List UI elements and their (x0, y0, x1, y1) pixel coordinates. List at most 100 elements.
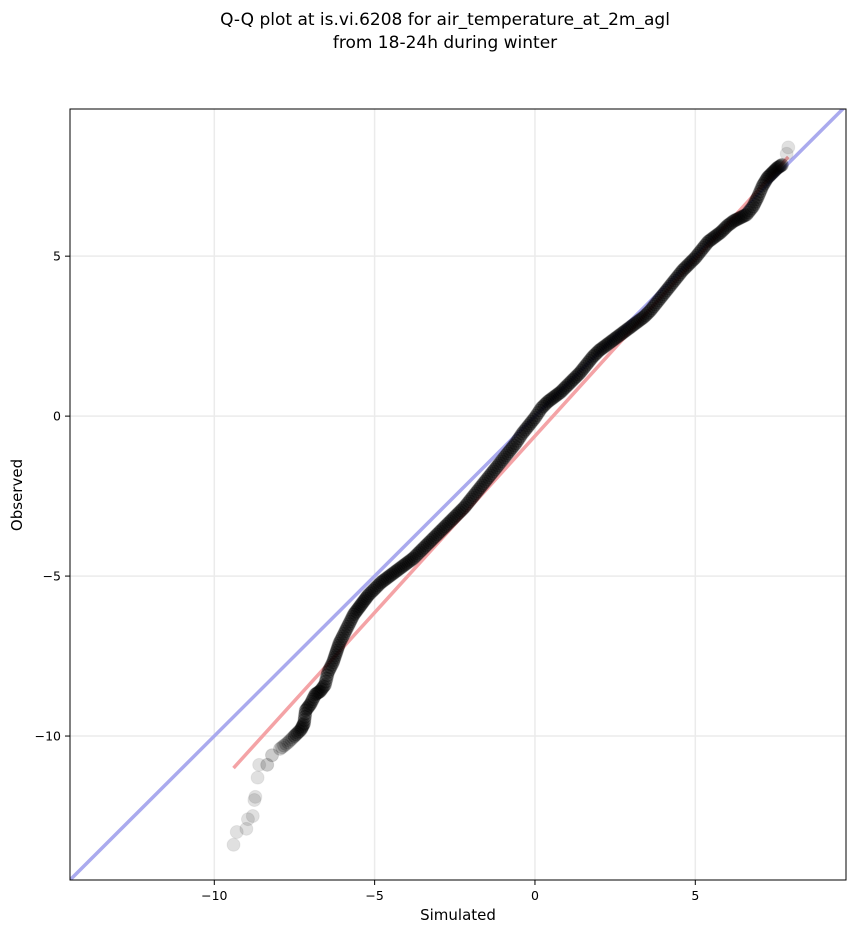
data-point (585, 349, 600, 364)
data-point (412, 545, 427, 560)
data-point (481, 470, 496, 485)
data-point (340, 619, 355, 634)
data-point (351, 601, 366, 616)
data-point (596, 339, 611, 354)
data-point (346, 607, 361, 622)
data-point (290, 725, 305, 740)
data-point (471, 482, 486, 497)
data-point (771, 160, 786, 175)
data-point (339, 621, 354, 636)
x-axis: −10 −5 0 5 (201, 880, 699, 903)
data-point (677, 261, 692, 276)
data-point (335, 629, 350, 644)
data-point (396, 558, 411, 573)
data-point (717, 221, 732, 236)
data-point (702, 233, 717, 248)
data-point (451, 506, 465, 521)
data-point (294, 721, 309, 736)
data-point (341, 617, 356, 632)
data-point (701, 234, 716, 249)
data-point (247, 793, 262, 808)
data-point (478, 474, 493, 489)
data-point (344, 612, 359, 627)
data-point (398, 557, 413, 572)
data-point (436, 521, 451, 536)
data-point (764, 167, 779, 182)
data-point (338, 624, 353, 639)
data-point (285, 730, 300, 745)
data-point (513, 429, 528, 444)
data-point (601, 336, 616, 351)
data-point (226, 837, 241, 852)
data-point (402, 553, 417, 568)
x-tick-label: −10 (201, 888, 227, 903)
data-point (369, 580, 384, 595)
data-point (587, 348, 602, 363)
data-point (319, 671, 334, 686)
data-point (297, 716, 312, 731)
data-point (299, 701, 314, 716)
data-point (455, 501, 470, 516)
data-point (476, 476, 491, 491)
data-point (734, 209, 749, 224)
data-point (721, 217, 736, 232)
data-point (316, 679, 331, 694)
grid (70, 109, 846, 880)
data-point (779, 146, 794, 161)
data-point (756, 176, 771, 191)
data-point (404, 552, 419, 567)
data-point (449, 508, 464, 523)
data-point (360, 589, 375, 604)
data-point (391, 562, 406, 577)
data-point (752, 187, 767, 202)
data-point (433, 524, 448, 539)
data-point (315, 681, 330, 696)
data-point (614, 326, 629, 341)
data-point (766, 164, 781, 179)
data-point (654, 289, 669, 304)
data-point (758, 174, 773, 189)
data-point (499, 448, 514, 463)
data-point (467, 488, 482, 503)
data-point (311, 685, 326, 700)
data-point (718, 220, 733, 235)
data-point (426, 530, 441, 545)
data-point (590, 345, 605, 360)
data-point (531, 405, 546, 420)
data-point (712, 226, 727, 241)
data-point (625, 318, 640, 333)
data-point (543, 392, 558, 407)
data-point (418, 538, 433, 553)
data-point (588, 346, 603, 361)
data-point (548, 388, 563, 403)
data-point (320, 668, 335, 683)
data-point (393, 561, 408, 576)
data-point (358, 591, 373, 606)
data-point (367, 581, 382, 596)
data-point (521, 418, 536, 433)
data-point (755, 178, 770, 193)
data-point (593, 342, 608, 357)
data-point (627, 317, 642, 332)
data-point (248, 789, 263, 804)
data-point (298, 706, 313, 721)
data-point (603, 335, 618, 350)
data-point (609, 330, 624, 345)
data-point (529, 408, 544, 423)
data-point (310, 685, 325, 700)
data-point (317, 677, 332, 692)
data-point (441, 516, 456, 531)
data-point (564, 373, 579, 388)
data-point (250, 770, 265, 785)
data-point (699, 236, 714, 251)
data-point (580, 355, 595, 370)
data-point (362, 586, 377, 601)
data-point (656, 287, 671, 302)
data-point (332, 636, 347, 651)
data-point (492, 456, 507, 471)
data-point (383, 568, 398, 583)
data-point (352, 599, 367, 614)
data-point (713, 225, 728, 240)
data-point (470, 484, 485, 499)
data-point (457, 500, 472, 515)
